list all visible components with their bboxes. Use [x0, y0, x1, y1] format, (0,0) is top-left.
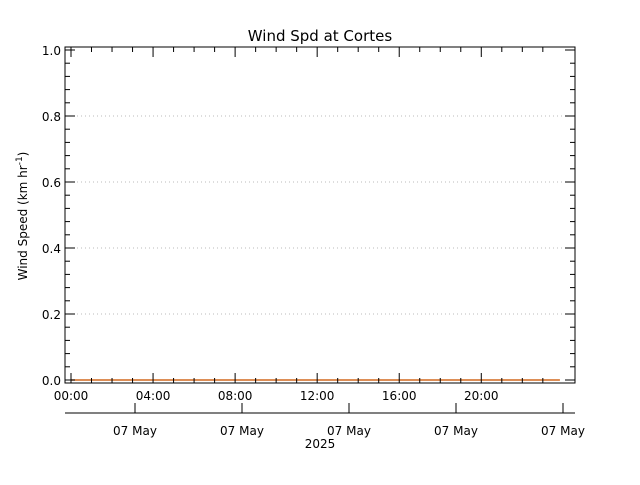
grid-lines: [65, 115, 575, 315]
date-tick-label: 07 May: [434, 424, 478, 438]
date-tick-label: 07 May: [541, 424, 585, 438]
x-tick-label: 04:00: [136, 389, 171, 403]
x-tick-label: 12:00: [300, 389, 335, 403]
y-tick-label: 0.0: [42, 374, 61, 388]
x-tick-label: 08:00: [218, 389, 253, 403]
y-axis-label-text: Wind Speed (km hr: [16, 165, 30, 280]
date-tick-label: 07 May: [220, 424, 264, 438]
date-tick-label: 07 May: [113, 424, 157, 438]
y-tick-label: 0.2: [42, 308, 61, 322]
x-tick-labels: 00:00 04:00 08:00 12:00 16:00 20:00 07 May 07 M…: [54, 389, 585, 438]
y-axis-label: Wind Speed (km hr-1): [15, 152, 30, 281]
y-tick-label: 0.4: [42, 242, 61, 256]
x-tick-label: 20:00: [464, 389, 499, 403]
y-tick-label: 0.6: [42, 176, 61, 190]
y-axis-label-close: ): [16, 152, 30, 157]
x-axis-year-label: 2025: [305, 437, 336, 451]
y-axis-label-superscript: -1: [15, 156, 25, 165]
plot-frame: [64, 46, 576, 384]
date-tick-label: 07 May: [327, 424, 371, 438]
axes-layer: [64, 46, 576, 414]
y-tick-labels: 0.0 0.2 0.4 0.6 0.8 1.0: [42, 44, 61, 388]
x-tick-label: 00:00: [54, 389, 89, 403]
chart-title: Wind Spd at Cortes: [248, 27, 393, 45]
y-tick-label: 1.0: [42, 44, 61, 58]
x-tick-label: 16:00: [382, 389, 417, 403]
y-tick-label: 0.8: [42, 110, 61, 124]
